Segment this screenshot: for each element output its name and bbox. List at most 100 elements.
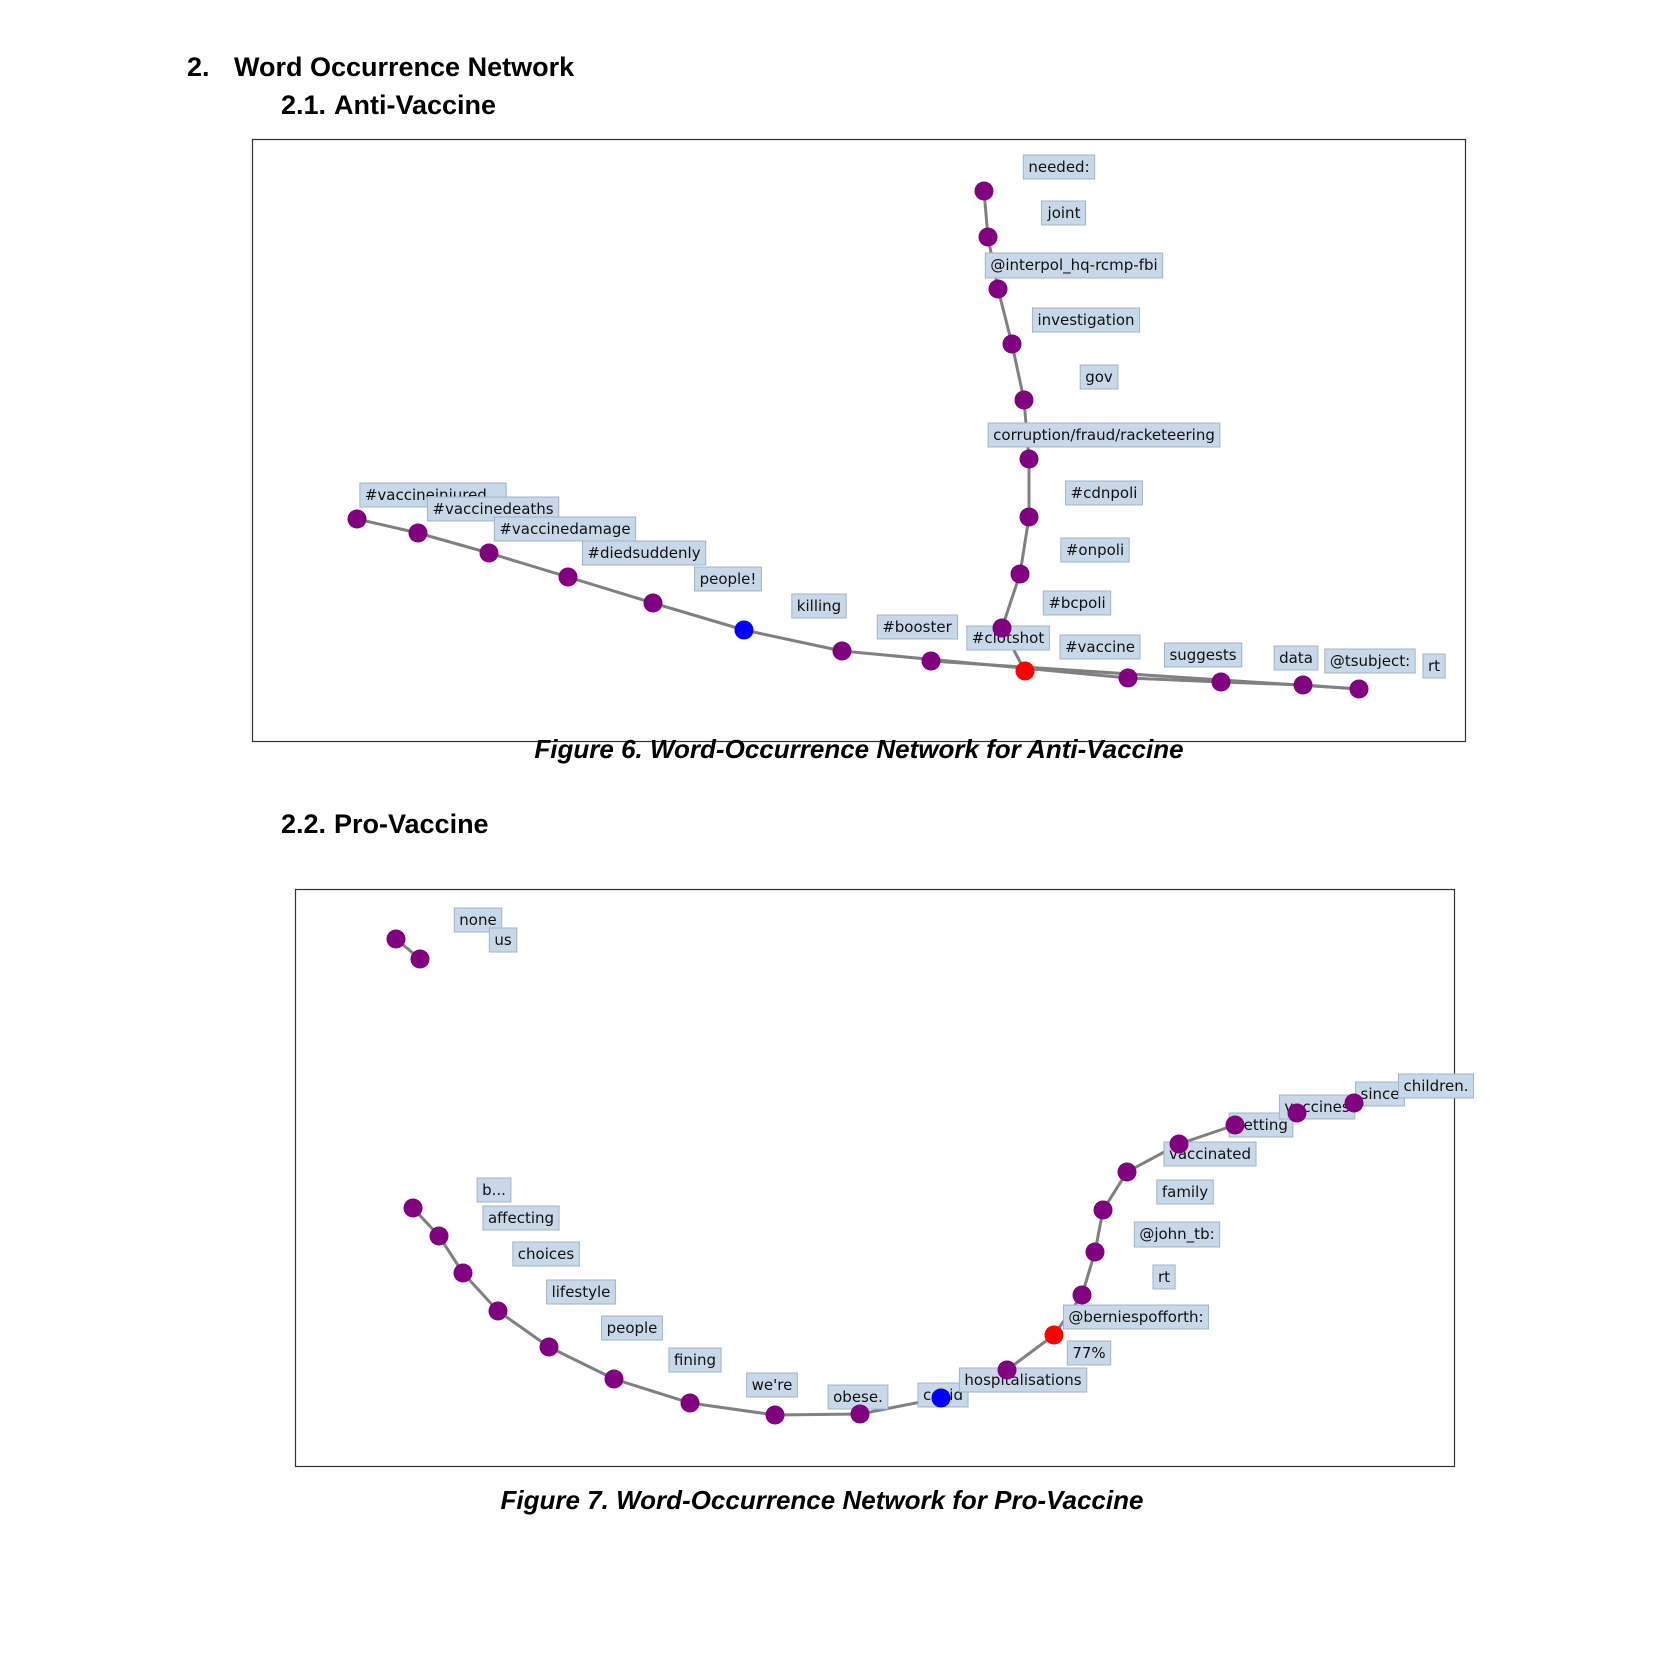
node-label-killing: killing <box>791 593 847 619</box>
section-title: Word Occurrence Network <box>234 52 575 82</box>
label-text: @interpol_hq-rcmp-fbi <box>990 256 1157 275</box>
node-investigation <box>1002 334 1022 354</box>
label-box <box>1065 480 1143 506</box>
label-box <box>581 540 707 566</box>
node-john-tb <box>1085 1242 1105 1262</box>
label-box <box>1041 200 1087 226</box>
label-text: #vaccinedamage <box>499 520 630 538</box>
label-box <box>1059 634 1141 660</box>
node-children <box>1344 1093 1364 1113</box>
node-people <box>643 593 663 613</box>
label-text: fining <box>674 1351 716 1369</box>
label-box <box>1398 1073 1474 1099</box>
label-box <box>984 252 1164 279</box>
node-cdnpoli <box>1019 507 1039 527</box>
node-label-b: b... <box>476 1177 512 1203</box>
label-box <box>601 1315 663 1341</box>
label-layer: needed: joint @interpol_hq-rcmp-fbiinvesti… <box>359 154 1446 679</box>
label-text: us <box>494 931 512 949</box>
node-label-needed: needed: <box>1022 154 1096 180</box>
node-label-77: 77% <box>1066 1340 1112 1366</box>
section-number: 2. <box>187 52 210 82</box>
node-label-rt: rt <box>1422 653 1446 679</box>
label-box <box>987 422 1221 448</box>
label-text: gov <box>1085 368 1113 386</box>
edge-diedsuddenly-people <box>567 575 654 605</box>
figure-caption-anti: Figure 6. Word-Occurrence Network for An… <box>534 734 1184 764</box>
label-text: corruption/fraud/racketeering <box>993 426 1215 444</box>
label-text: affecting <box>488 1209 554 1227</box>
node-b <box>403 1198 423 1218</box>
node-needed <box>974 181 994 201</box>
label-text: since <box>1361 1085 1400 1103</box>
label-text: family <box>1162 1183 1208 1201</box>
node-suggests <box>1211 672 1231 692</box>
subsection-heading-pro: 2.2. Pro-Vaccine <box>281 809 489 840</box>
figure-caption-pro: Figure 7. Word-Occurrence Network for Pr… <box>500 1485 1144 1515</box>
label-box <box>1355 1081 1405 1107</box>
node-label-vaccinedamage: #vaccinedamage <box>493 516 637 542</box>
label-text: obese. <box>833 1388 883 1406</box>
node-label-hospitalisations: hospitalisations <box>958 1367 1088 1393</box>
edge-cdnpoli-onpoli <box>1018 516 1031 575</box>
node-label-berniespofforth: @berniespofforth: <box>1062 1304 1210 1330</box>
node-vaccines <box>1225 1115 1245 1135</box>
label-text: @john_tb: <box>1139 1225 1214 1244</box>
node-layer <box>347 181 1369 699</box>
node-clotshot <box>1015 661 1035 681</box>
label-text: rt <box>1428 657 1440 675</box>
node-label-corruption-fraud-racketeering: corruption/fraud/racketeering <box>987 422 1221 448</box>
edge-fining-we-re <box>613 1377 691 1405</box>
node-berniespofforth <box>1044 1325 1064 1345</box>
node-affecting <box>429 1226 449 1246</box>
node-none <box>386 929 406 949</box>
node-vaccinedamage <box>479 543 499 563</box>
edge-killing-booster <box>743 628 843 653</box>
node-diedsuddenly <box>558 567 578 587</box>
node-interpol-hq-rcmp-fbi <box>988 279 1008 299</box>
label-text: investigation <box>1037 311 1134 329</box>
edge-investigation-gov <box>1010 343 1026 401</box>
node-layer <box>386 929 1364 1425</box>
label-box <box>1062 1304 1210 1330</box>
node-vaccinedeaths <box>408 523 428 543</box>
label-box <box>1422 653 1446 679</box>
label-text: #bcpoli <box>1048 594 1105 612</box>
label-text: #diedsuddenly <box>587 544 700 562</box>
label-box <box>1060 537 1130 563</box>
section-heading: 2. Word Occurrence Network <box>187 52 574 83</box>
label-text: 77% <box>1072 1344 1105 1362</box>
label-box <box>791 593 847 619</box>
label-box <box>1022 154 1096 180</box>
node-label-family: family <box>1156 1179 1214 1205</box>
label-box <box>1324 648 1416 674</box>
node-data <box>1293 675 1313 695</box>
label-text: joint <box>1047 204 1081 222</box>
node-booster <box>832 641 852 661</box>
edge-tsubject-rt <box>930 659 1360 691</box>
node-label-people: people! <box>694 566 762 592</box>
node-label-vaccinedeaths: #vaccinedeaths <box>426 496 560 522</box>
node-label-since: since <box>1355 1081 1405 1107</box>
node-label-gov: gov <box>1079 364 1119 390</box>
label-box <box>694 566 762 592</box>
node-people <box>539 1337 559 1357</box>
label-text: getting <box>1234 1116 1288 1134</box>
label-box <box>668 1347 722 1373</box>
label-box <box>1079 364 1119 390</box>
label-box <box>1156 1179 1214 1205</box>
node-tsubject <box>1349 679 1369 699</box>
label-box <box>1163 642 1243 668</box>
label-box <box>746 1372 798 1398</box>
node-vaccine <box>1118 668 1138 688</box>
node-label-choices: choices <box>512 1241 580 1267</box>
node-fining <box>604 1369 624 1389</box>
label-box <box>1031 307 1141 333</box>
label-text: #vaccine <box>1065 638 1135 656</box>
network-svg-anti: needed: joint @interpol_hq-rcmp-fbiinvesti… <box>251 138 1467 743</box>
node-label-suggests: suggests <box>1163 642 1243 668</box>
figure-pro-vaccine-network: none us b... affecting choices lifestyle peopl… <box>294 888 1474 1468</box>
node-label-diedsuddenly: #diedsuddenly <box>581 540 707 566</box>
label-box <box>1042 590 1112 616</box>
label-box <box>493 516 637 542</box>
